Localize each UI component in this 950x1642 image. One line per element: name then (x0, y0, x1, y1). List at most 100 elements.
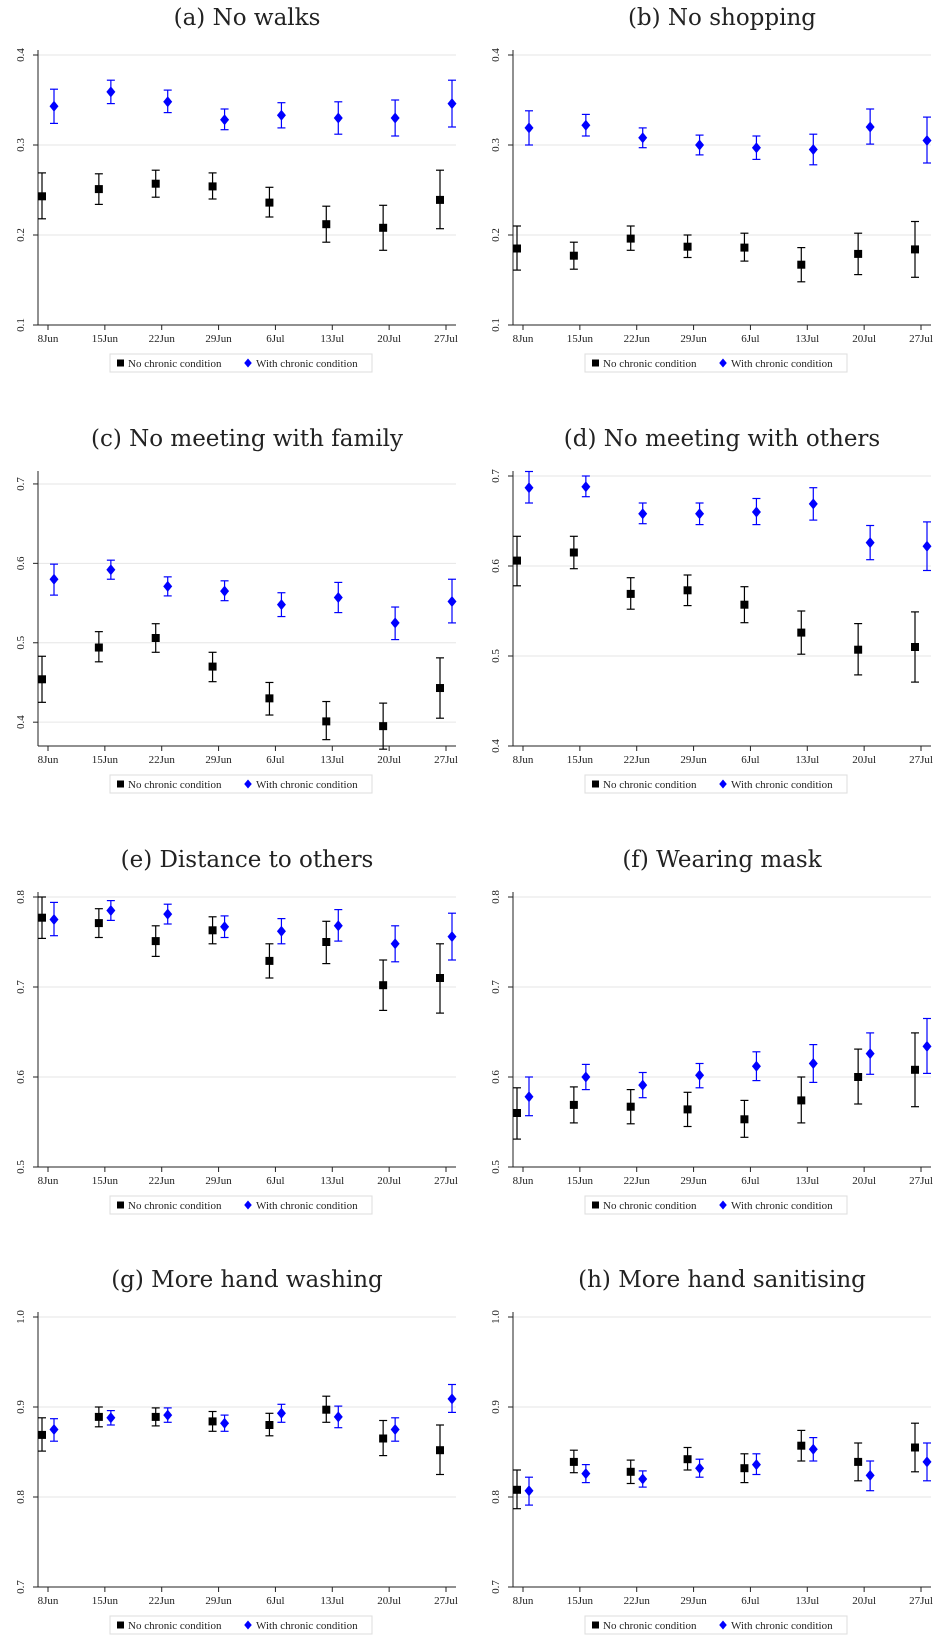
x-tick-label: 13Jul (795, 1175, 819, 1187)
legend-label: No chronic condition (128, 1620, 222, 1632)
legend: No chronic condition With chronic conditi… (109, 1615, 373, 1635)
x-tick-label: 6Jul (741, 754, 759, 766)
panel-h: (h) More hand sanitising 0.7 0.8 0.9 1.0 8Jun… (490, 1267, 933, 1635)
data-point (865, 121, 875, 133)
y-tick-label: 0.8 (490, 890, 502, 904)
panel-title: (g) More hand washing (111, 1267, 383, 1293)
y-tick-label: 0.6 (490, 559, 502, 573)
legend-marker-diamond (244, 358, 252, 368)
x-tick-label: 22Jun (149, 1175, 176, 1187)
legend-marker-diamond (719, 1200, 727, 1210)
panel-f: (f) Wearing mask 0.5 0.6 0.7 0.8 8Jun 15Jun 22J… (490, 847, 933, 1215)
x-tick-label: 15Jun (567, 1175, 594, 1187)
x-tick-label: 27Jul (909, 1175, 933, 1187)
data-point (49, 573, 59, 585)
data-point (524, 1485, 534, 1497)
data-point (751, 1060, 761, 1072)
x-tick-label: 8Jun (513, 754, 534, 766)
y-tick-label: 0.5 (490, 1160, 502, 1174)
y-tick-label: 0.6 (15, 556, 27, 570)
data-point (854, 1073, 863, 1081)
data-point (740, 243, 749, 252)
legend-marker-square (117, 359, 124, 367)
panel-title: (a) No walks (174, 5, 321, 31)
data-point (333, 920, 343, 932)
data-point (151, 937, 160, 946)
data-point (626, 589, 635, 598)
x-tick-label: 29Jun (205, 1595, 232, 1607)
x-tick-label: 20Jul (377, 1595, 401, 1607)
data-point (797, 628, 806, 637)
x-tick-label: 27Jul (434, 1595, 458, 1607)
data-point (808, 144, 818, 155)
data-point (581, 1468, 591, 1480)
x-tick-label: 29Jun (680, 333, 707, 345)
x-tick-label: 27Jul (434, 1175, 458, 1187)
legend-marker-diamond (244, 779, 252, 789)
legend-box (584, 774, 848, 794)
data-point (922, 540, 932, 552)
x-tick-label: 20Jul (852, 754, 876, 766)
legend-label: No chronic condition (603, 358, 697, 370)
legend-label: With chronic condition (256, 1620, 358, 1632)
data-point (569, 1457, 578, 1466)
data-point (922, 1040, 932, 1052)
panel-g: (g) More hand washing 0.7 0.8 0.9 1.0 8Jun 15J… (15, 1267, 458, 1635)
data-point (220, 114, 230, 126)
data-point (390, 938, 400, 950)
data-point (265, 956, 274, 965)
x-tick-label: 6Jul (741, 1175, 759, 1187)
data-point (436, 195, 444, 204)
legend-box (584, 1615, 848, 1635)
legend-marker-diamond (719, 779, 727, 789)
data-point (106, 905, 116, 916)
x-tick-label: 20Jul (377, 754, 401, 766)
legend: No chronic condition With chronic conditi… (109, 1195, 373, 1215)
data-point (208, 662, 217, 671)
data-point (740, 1464, 749, 1473)
panel-b: (b) No shopping 0.1 0.2 0.3 0.4 8Jun 15Jun 22Ju… (490, 5, 933, 373)
legend: No chronic condition With chronic conditi… (584, 774, 848, 794)
data-point (276, 1407, 286, 1419)
y-tick-label: 0.1 (490, 318, 502, 332)
data-point (265, 694, 274, 703)
panel-title: (d) No meeting with others (564, 426, 880, 452)
data-point (740, 1115, 749, 1124)
x-tick-label: 13Jul (320, 333, 344, 345)
data-point (638, 1079, 648, 1091)
data-point (447, 931, 457, 943)
data-point (447, 595, 457, 607)
data-point (106, 564, 116, 576)
y-tick-label: 0.3 (15, 138, 27, 152)
data-point (49, 1424, 59, 1435)
x-tick-label: 22Jun (149, 1595, 176, 1607)
legend-label: With chronic condition (731, 1200, 833, 1212)
legend-label: No chronic condition (603, 1200, 697, 1212)
panel-d: (d) No meeting with others 0.4 0.5 0.6 0.7 8J… (490, 426, 933, 794)
data-point (322, 1405, 331, 1414)
data-point (94, 919, 103, 928)
data-point (683, 1455, 692, 1464)
series-with-chronic (524, 1436, 932, 1506)
y-tick-label: 0.4 (15, 48, 27, 62)
series-no-chronic (38, 169, 444, 251)
x-tick-label: 13Jul (795, 333, 819, 345)
y-tick-label: 0.1 (15, 318, 27, 332)
panel-title: (h) More hand sanitising (578, 1267, 866, 1293)
legend-marker-square (117, 1201, 124, 1209)
data-point (683, 1105, 692, 1114)
x-tick-label: 6Jul (741, 333, 759, 345)
data-point (513, 1109, 521, 1117)
x-tick-label: 20Jul (852, 1595, 876, 1607)
data-point (569, 1100, 578, 1109)
data-point (751, 142, 761, 154)
legend-marker-square (592, 780, 599, 788)
data-point (854, 1457, 863, 1466)
panel-e: (e) Distance to others 0.5 0.6 0.7 0.8 8Jun 15… (15, 847, 458, 1215)
series-no-chronic (38, 1395, 444, 1476)
data-point (220, 1417, 230, 1429)
x-tick-label: 22Jun (624, 333, 651, 345)
data-point (581, 1071, 591, 1083)
data-point (38, 1430, 46, 1439)
